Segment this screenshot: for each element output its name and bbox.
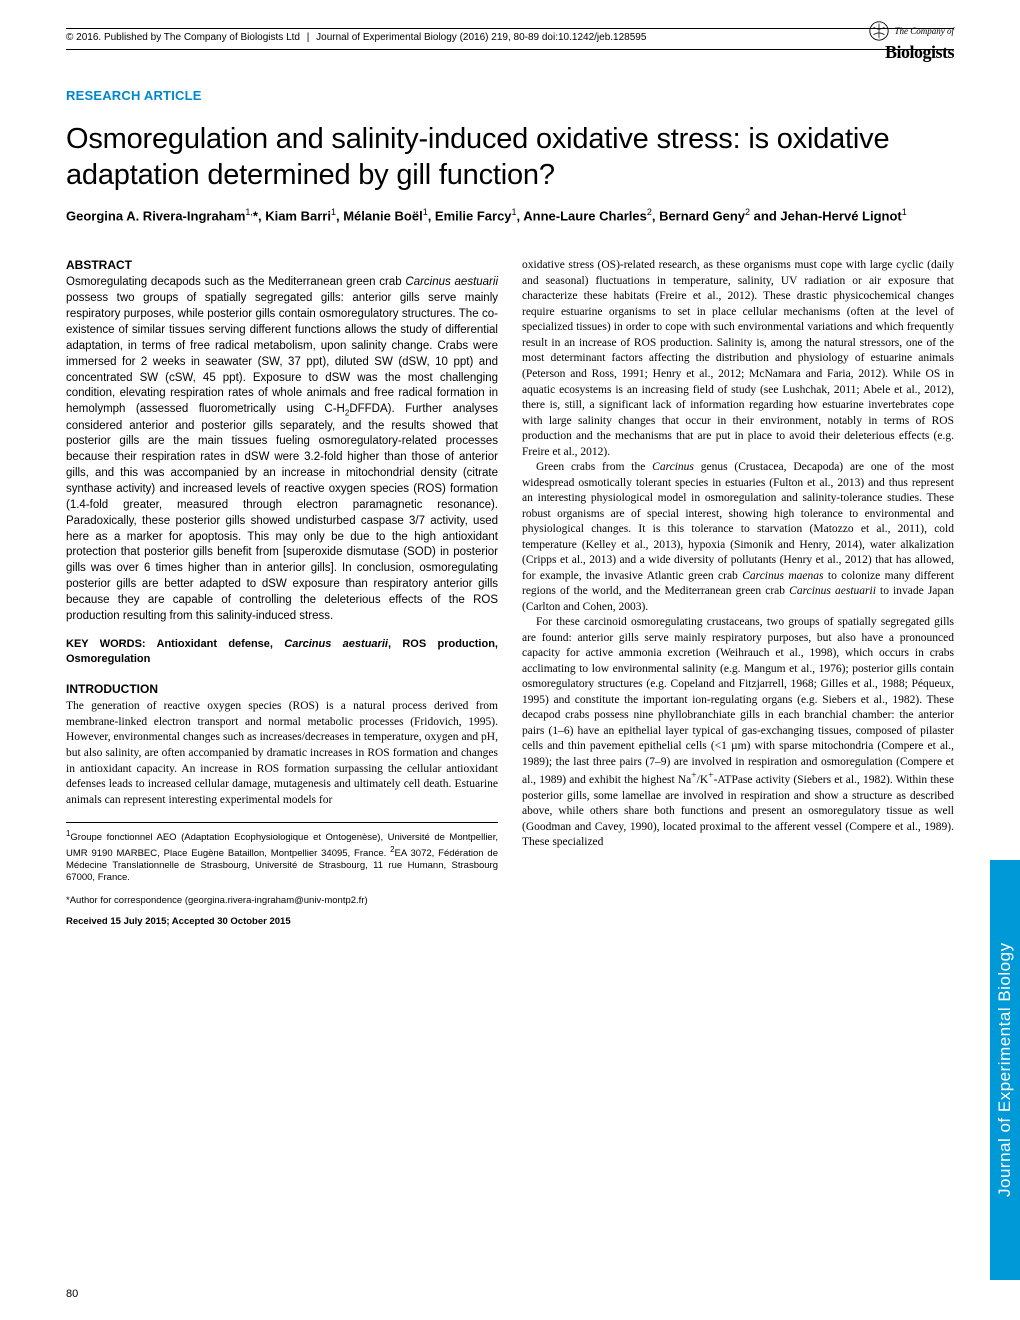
affiliations: 1Groupe fonctionnel AEO (Adaptation Ecop… (66, 829, 498, 885)
intro-para1: The generation of reactive oxygen specie… (66, 699, 498, 808)
journal-ref: Journal of Experimental Biology (2016) 2… (316, 32, 646, 43)
logo-line1: The Company of (895, 26, 955, 36)
article-dates: Received 15 July 2015; Accepted 30 Octob… (66, 916, 498, 927)
body-para: Green crabs from the Carcinus genus (Cru… (522, 460, 954, 615)
journal-side-tab: Journal of Experimental Biology (990, 860, 1020, 1280)
copyright-text: © 2016. Published by The Company of Biol… (66, 32, 300, 43)
publisher-logo: The Company of Biologists (868, 20, 955, 63)
running-header: © 2016. Published by The Company of Biol… (66, 32, 954, 47)
abstract-text: Osmoregulating decapods such as the Medi… (66, 275, 498, 624)
article-title: Osmoregulation and salinity-induced oxid… (66, 121, 954, 194)
article-type: RESEARCH ARTICLE (66, 88, 954, 103)
introduction-heading: INTRODUCTION (66, 682, 498, 696)
body-para: oxidative stress (OS)-related research, … (522, 258, 954, 460)
biologists-icon (868, 20, 890, 42)
keywords-label: KEY WORDS: (66, 638, 146, 650)
logo-line2: Biologists (885, 42, 954, 62)
body-para: For these carcinoid osmoregulating crust… (522, 615, 954, 851)
left-column: ABSTRACT Osmoregulating decapods such as… (66, 258, 498, 926)
keywords: KEY WORDS: Antioxidant defense, Carcinus… (66, 637, 498, 667)
right-column: oxidative stress (OS)-related research, … (522, 258, 954, 926)
abstract-heading: ABSTRACT (66, 258, 498, 272)
page-number: 80 (66, 1288, 78, 1300)
correspondence: *Author for correspondence (georgina.riv… (66, 895, 498, 906)
author-list: Georgina A. Rivera-Ingraham1,*, Kiam Bar… (66, 206, 954, 225)
